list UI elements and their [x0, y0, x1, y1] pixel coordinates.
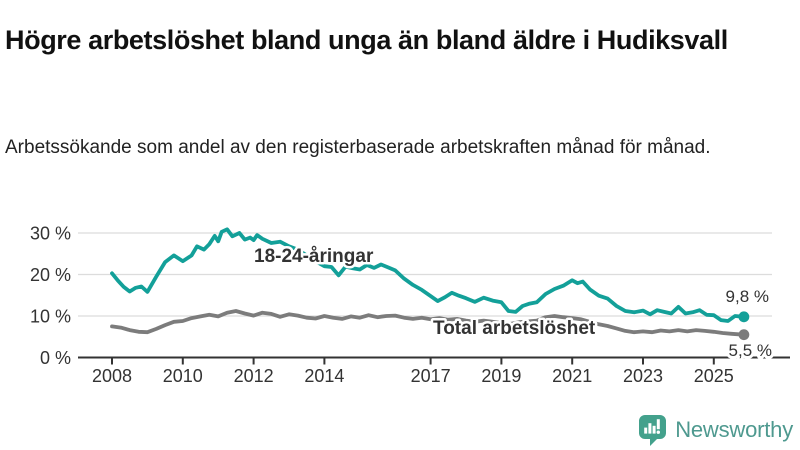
grid-layer: 0 % 10 % 20 % 30 % 2008 2010 2012 2014 2017 2019 2…	[30, 224, 790, 386]
x-tick-label: 2023	[623, 366, 663, 386]
x-tick-label: 2025	[694, 366, 734, 386]
end-value-total: 5,5 %	[729, 341, 772, 360]
chart-subtitle: Arbetssökande som andel av den registerb…	[5, 137, 711, 158]
series-label-total: Total arbetslöshet	[433, 318, 596, 339]
page-title: Högre arbetslöshet bland unga än bland ä…	[5, 25, 728, 56]
series-line-0	[110, 227, 746, 323]
series-line-1	[110, 309, 746, 337]
series-label-young: 18-24-åringar	[254, 246, 374, 267]
x-tick-label: 2014	[304, 366, 344, 386]
x-tick-label: 2008	[92, 366, 132, 386]
newsworthy-wordmark: Newsworthy	[675, 416, 793, 442]
y-tick-label: 10 %	[30, 307, 71, 327]
series-end-dot-0	[738, 311, 750, 323]
y-tick-label: 30 %	[30, 224, 71, 244]
x-tick-label: 2021	[552, 366, 592, 386]
end-value-young: 9,8 %	[726, 287, 769, 306]
series-end-dot-1	[738, 329, 750, 341]
newsworthy-logo: Newsworthy	[637, 413, 793, 446]
newsworthy-icon	[639, 415, 667, 446]
y-tick-label: 20 %	[30, 265, 71, 285]
y-tick-label: 0 %	[40, 348, 71, 368]
series-layer	[110, 227, 750, 341]
x-tick-label: 2012	[234, 366, 274, 386]
x-tick-label: 2019	[481, 366, 521, 386]
x-tick-label: 2017	[411, 366, 451, 386]
x-tick-label: 2010	[163, 366, 203, 386]
